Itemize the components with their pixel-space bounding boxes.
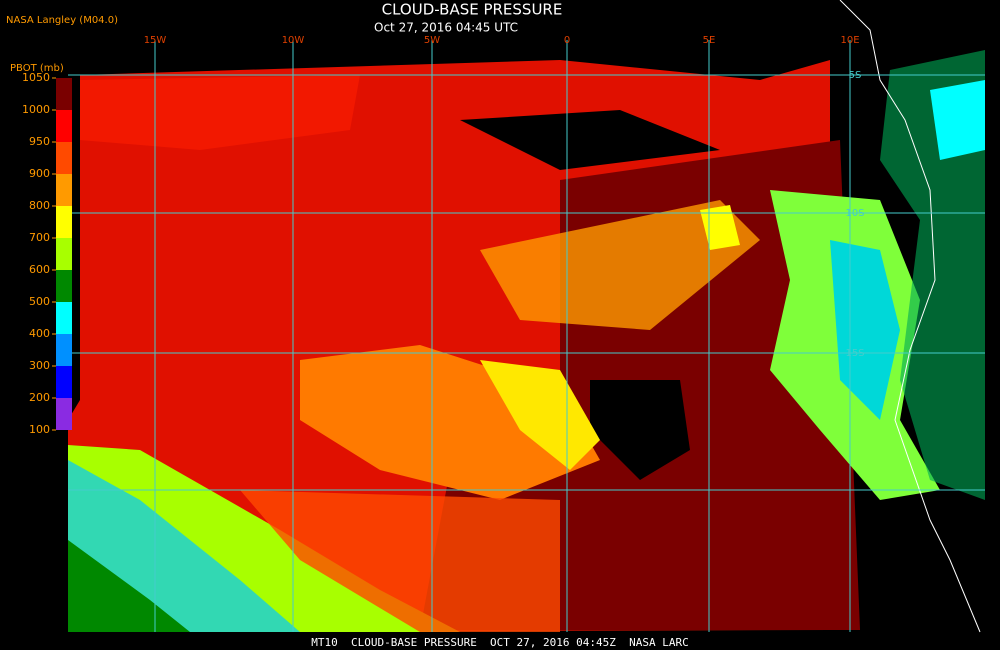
- colorbar-tick-label: 300: [29, 359, 50, 372]
- cloud-cyan: [830, 240, 900, 420]
- cloud-yellow2: [700, 205, 740, 250]
- lon-label: 5E: [703, 35, 716, 46]
- colorbar-swatch: [56, 238, 72, 270]
- clear-area2: [590, 380, 690, 480]
- cloud-mixed: [880, 50, 985, 500]
- lon-label: 0: [564, 35, 570, 46]
- lon-label: 5W: [424, 35, 440, 46]
- colorbar-tick-label: 950: [29, 135, 50, 148]
- lon-label: 10E: [840, 35, 859, 46]
- footer: MT10 CLOUD-BASE PRESSURE OCT 27, 2016 04…: [311, 636, 689, 649]
- colorbar-tick-label: 900: [29, 167, 50, 180]
- colorbar-swatch: [56, 302, 72, 334]
- colorbar-swatch: [56, 270, 72, 302]
- colorbar-tick-label: 1050: [22, 71, 50, 84]
- subtitle: Oct 27, 2016 04:45 UTC: [374, 21, 518, 35]
- lon-label: 15W: [144, 35, 167, 46]
- colorbar-tick-label: 1000: [22, 103, 50, 116]
- colorbar-tick-label: 200: [29, 391, 50, 404]
- colorbar-swatch: [56, 366, 72, 398]
- colorbar-swatch: [56, 110, 72, 142]
- cloud-red2: [80, 75, 360, 150]
- map-image: [68, 0, 985, 633]
- colorbar-swatch: [56, 334, 72, 366]
- colorbar-swatch: [56, 398, 72, 430]
- lon-label: 10W: [282, 35, 305, 46]
- colorbar-swatch: [56, 142, 72, 174]
- colorbar-tick-label: 600: [29, 263, 50, 276]
- cloud-yellow: [480, 360, 600, 470]
- clear-area: [460, 110, 720, 170]
- cloud-cyan2: [930, 80, 985, 160]
- graticule: 15W 10W 5W 0 5E 10E 5S 10S 15S: [68, 35, 985, 632]
- lat-label: 10S: [845, 208, 864, 219]
- colorbar-swatch: [56, 206, 72, 238]
- cloud-orange2: [480, 200, 760, 330]
- colorbar-tick-label: 400: [29, 327, 50, 340]
- cloud-orangered: [240, 490, 560, 632]
- colorbar-swatch: [56, 174, 72, 206]
- title: CLOUD-BASE PRESSURE: [382, 1, 563, 19]
- lat-label: 5S: [849, 70, 862, 81]
- colorbar-tick-label: 700: [29, 231, 50, 244]
- cloud-darkgreen: [68, 540, 190, 632]
- coastline: [839, 0, 981, 633]
- colorbar-tick-label: 500: [29, 295, 50, 308]
- colorbar-tick-label: 800: [29, 199, 50, 212]
- lat-label: 15S: [845, 348, 864, 359]
- colorbar: 1050 1000 950 900 800 700 600 500 400 300 200 100: [22, 71, 72, 436]
- source-label: NASA Langley (M04.0): [6, 15, 118, 26]
- colorbar-swatch: [56, 78, 72, 110]
- colorbar-label: PBOT (mb): [10, 63, 64, 74]
- colorbar-tick-label: 100: [29, 423, 50, 436]
